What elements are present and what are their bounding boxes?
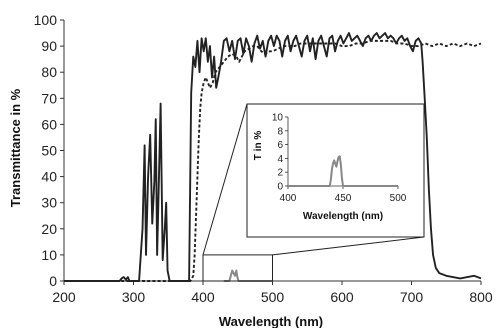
y-tick-label: 40 xyxy=(41,169,57,185)
inset-y-tick-label: 2 xyxy=(277,168,283,179)
x-tick-label: 600 xyxy=(330,289,354,305)
inset-y-tick-label: 6 xyxy=(277,140,283,151)
y-tick-label: 90 xyxy=(41,38,57,54)
y-tick-label: 0 xyxy=(49,273,57,289)
y-tick-label: 10 xyxy=(41,247,57,263)
y-tick-label: 30 xyxy=(41,195,57,211)
series-solid-line xyxy=(64,32,482,282)
x-tick-label: 800 xyxy=(469,289,493,305)
inset-series-line xyxy=(288,155,398,187)
zoom-region-box xyxy=(202,254,273,282)
inset-connector-right xyxy=(272,236,425,256)
series-dashed-line xyxy=(64,39,482,282)
y-tick-label: 80 xyxy=(41,64,57,80)
main-series xyxy=(64,32,482,282)
inset-y-tick-label: 8 xyxy=(277,126,283,137)
inset-y-tick-label: 10 xyxy=(272,113,284,124)
y-axis-label: Transmittance in % xyxy=(8,88,23,207)
inset-x-tick-label: 400 xyxy=(280,193,297,204)
inset-y-tick-label: 4 xyxy=(277,154,283,165)
x-tick-label: 500 xyxy=(261,289,285,305)
inset-y-tick-label: 0 xyxy=(277,182,283,193)
y-tick-label: 70 xyxy=(41,90,57,106)
series-grey-line xyxy=(223,269,273,282)
inset-x-tick-label: 500 xyxy=(390,193,407,204)
y-tick-label: 60 xyxy=(41,116,57,132)
inset-y-axis-label: T in % xyxy=(253,131,264,161)
inset-connector-left xyxy=(202,103,248,256)
y-tick-label: 50 xyxy=(41,143,57,159)
inset-x-tick-label: 450 xyxy=(335,193,352,204)
y-tick-label: 100 xyxy=(34,12,58,28)
inset-chart: 0 2 4 6 8 10 400 450 500 Wavelength (nm) T in % xyxy=(202,103,425,282)
x-tick-label: 400 xyxy=(191,289,215,305)
x-tick-label: 300 xyxy=(122,289,146,305)
inset-x-axis-label: Wavelength (nm) xyxy=(303,211,383,222)
x-tick-label: 700 xyxy=(400,289,424,305)
x-axis-label: Wavelength (nm) xyxy=(219,314,323,328)
y-tick-label: 20 xyxy=(41,221,57,237)
x-tick-label: 200 xyxy=(52,289,76,305)
inset-frame xyxy=(246,103,425,238)
